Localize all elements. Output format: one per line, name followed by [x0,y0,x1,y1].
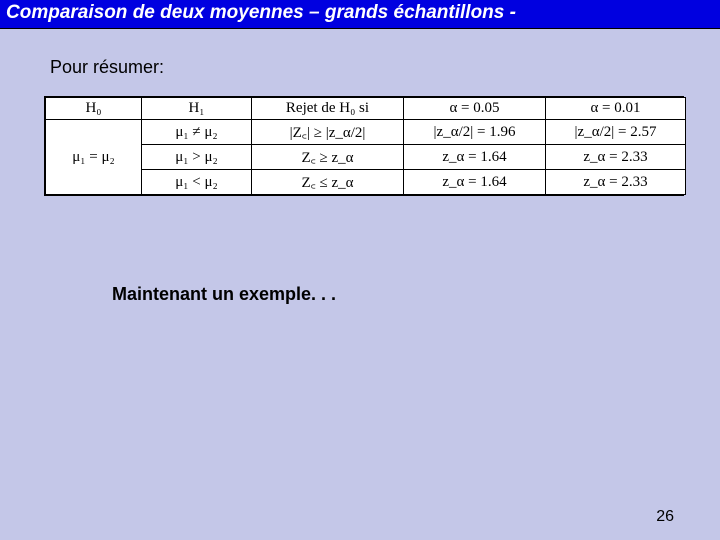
cell-h1: μ₁ < μ₂ [142,170,252,195]
col-alpha01: α = 0.01 [546,98,686,120]
cell-reject: Z꜀ ≥ z_α [252,145,404,170]
title-bar: Comparaison de deux moyennes – grands éc… [0,0,720,29]
cell-reject: Z꜀ ≤ z_α [252,170,404,195]
cell-h1: μ₁ ≠ μ₂ [142,120,252,145]
summary-label: Pour résumer: [50,57,680,78]
col-h0: H₀ [46,98,142,120]
summary-table: H₀ H₁ Rejet de H₀ si α = 0.05 α = 0.01 μ… [44,96,684,196]
table-row: μ₁ = μ₂ μ₁ ≠ μ₂ |Z꜀| ≥ |z_α/2| |z_α/2| =… [46,120,686,145]
cell-h0: μ₁ = μ₂ [46,120,142,195]
cell-a05: |z_α/2| = 1.96 [404,120,546,145]
cell-reject: |Z꜀| ≥ |z_α/2| [252,120,404,145]
page-title: Comparaison de deux moyennes – grands éc… [6,2,516,23]
page-number: 26 [656,508,674,526]
col-reject: Rejet de H₀ si [252,98,404,120]
cell-a01: |z_α/2| = 2.57 [546,120,686,145]
example-label: Maintenant un exemple. . . [112,284,680,305]
cell-a05: z_α = 1.64 [404,145,546,170]
table-row: μ₁ < μ₂ Z꜀ ≤ z_α z_α = 1.64 z_α = 2.33 [46,170,686,195]
col-alpha05: α = 0.05 [404,98,546,120]
col-h1: H₁ [142,98,252,120]
content-area: Pour résumer: H₀ H₁ Rejet de H₀ si α = 0… [0,29,720,305]
table-header-row: H₀ H₁ Rejet de H₀ si α = 0.05 α = 0.01 [46,98,686,120]
cell-h1: μ₁ > μ₂ [142,145,252,170]
table-row: μ₁ > μ₂ Z꜀ ≥ z_α z_α = 1.64 z_α = 2.33 [46,145,686,170]
cell-a05: z_α = 1.64 [404,170,546,195]
cell-a01: z_α = 2.33 [546,145,686,170]
cell-a01: z_α = 2.33 [546,170,686,195]
